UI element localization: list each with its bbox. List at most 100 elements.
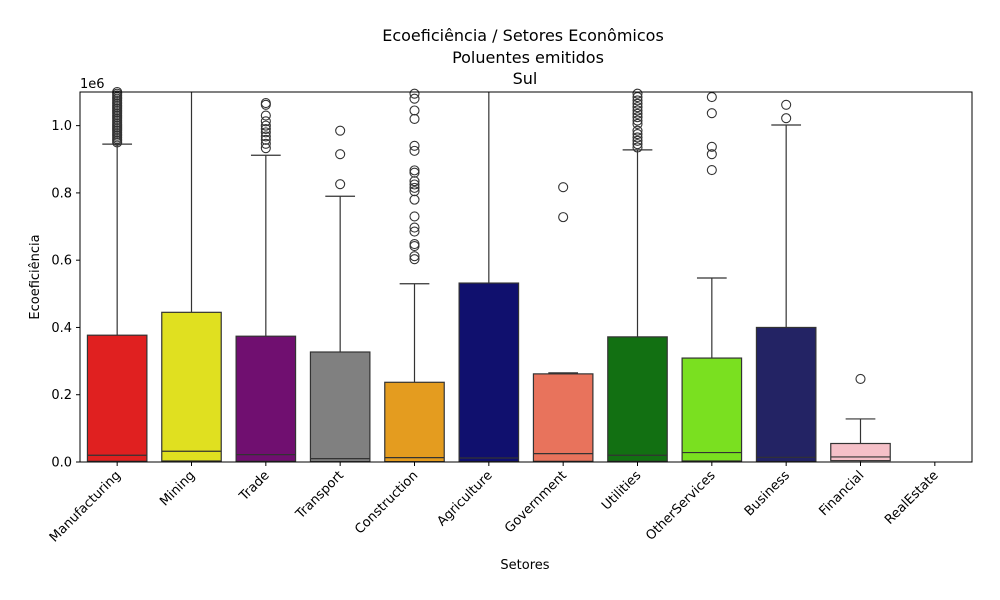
y-tick-label: 0.2 bbox=[51, 388, 72, 403]
outlier-point bbox=[409, 140, 420, 151]
title-line-1: Ecoeficiência / Setores Econômicos bbox=[382, 26, 664, 45]
y-tick-label: 0.6 bbox=[51, 254, 72, 269]
x-tick-label: Trade bbox=[236, 468, 272, 504]
outlier-point bbox=[558, 212, 569, 223]
iqr-box bbox=[830, 442, 891, 462]
outlier-point bbox=[632, 118, 643, 130]
outlier-point bbox=[781, 99, 792, 110]
box-financial bbox=[830, 373, 891, 462]
outlier-point bbox=[632, 135, 643, 146]
outlier-point bbox=[632, 139, 643, 150]
outlier-point bbox=[260, 127, 271, 138]
box-otherservices bbox=[681, 91, 743, 462]
box-mining bbox=[161, 92, 222, 462]
outlier-point bbox=[706, 164, 717, 176]
outlier-point bbox=[409, 167, 420, 178]
iqr-box bbox=[458, 282, 520, 463]
outlier-point bbox=[409, 226, 420, 237]
x-axis-label: Setores bbox=[500, 558, 549, 573]
outlier-point bbox=[335, 149, 346, 160]
box-transport bbox=[309, 125, 371, 463]
x-tick-label: Business bbox=[742, 468, 793, 519]
outlier-point bbox=[632, 125, 643, 136]
iqr-box bbox=[86, 334, 148, 462]
outlier-point bbox=[706, 141, 717, 152]
outlier-point bbox=[632, 105, 643, 116]
chart-title: Ecoeficiência / Setores Econômicos Polue… bbox=[382, 26, 664, 88]
outlier-point bbox=[409, 179, 420, 190]
outlier-point bbox=[409, 254, 420, 265]
title-line-3: Sul bbox=[513, 69, 538, 88]
outlier-point bbox=[409, 176, 420, 187]
outlier-point bbox=[409, 113, 420, 124]
outlier-point bbox=[335, 179, 346, 190]
x-tick-label: Agriculture bbox=[434, 468, 495, 529]
x-tick-label: OtherServices bbox=[643, 468, 719, 544]
iqr-box bbox=[755, 326, 817, 463]
outlier-point bbox=[706, 108, 717, 119]
outlier-point bbox=[260, 123, 271, 135]
x-tick-label: Mining bbox=[157, 468, 198, 509]
outlier-point bbox=[260, 143, 271, 154]
outlier-point bbox=[260, 138, 271, 149]
x-tick-label: Manufacturing bbox=[47, 468, 124, 545]
title-line-2: Poluentes emitidos bbox=[452, 48, 604, 67]
outlier-point bbox=[409, 241, 420, 252]
outlier-point bbox=[260, 131, 271, 142]
outlier-point bbox=[632, 132, 643, 143]
outlier-point bbox=[260, 120, 271, 131]
box-agriculture bbox=[458, 92, 520, 463]
outlier-point bbox=[632, 102, 643, 113]
outlier-point bbox=[632, 108, 643, 119]
y-tick-label: 0.8 bbox=[51, 186, 72, 201]
iqr-box bbox=[681, 357, 743, 462]
outlier-point bbox=[632, 95, 643, 106]
outlier-point bbox=[409, 165, 420, 176]
box-business bbox=[755, 99, 817, 463]
outlier-point bbox=[260, 116, 271, 127]
x-tick-label: Construction bbox=[352, 468, 421, 537]
outlier-point bbox=[409, 251, 420, 262]
outlier-point bbox=[335, 125, 346, 136]
iqr-box bbox=[161, 311, 222, 462]
y-tick-label: 1.0 bbox=[51, 119, 72, 134]
outlier-point bbox=[855, 373, 866, 384]
outlier-point bbox=[558, 182, 569, 193]
y-axis: 0.0 0.2 0.4 0.6 0.8 1.0 bbox=[51, 119, 80, 471]
outlier-point bbox=[632, 128, 643, 140]
outlier-point bbox=[409, 194, 420, 205]
outlier-point bbox=[409, 182, 420, 193]
outlier-point bbox=[781, 113, 792, 124]
outlier-point bbox=[632, 112, 643, 123]
outlier-point bbox=[632, 91, 643, 103]
iqr-box bbox=[532, 373, 594, 462]
plot-frame bbox=[79, 91, 973, 463]
outlier-point bbox=[409, 238, 420, 250]
outlier-point bbox=[260, 110, 271, 121]
x-tick-label: RealEstate bbox=[882, 468, 942, 528]
iqr-box bbox=[309, 351, 371, 463]
outlier-point bbox=[260, 134, 271, 145]
iqr-box bbox=[607, 336, 668, 462]
x-tick-label: Financial bbox=[816, 468, 867, 519]
outlier-point bbox=[632, 115, 643, 126]
outlier-point bbox=[632, 88, 643, 99]
y-axis-label: Ecoeficiência bbox=[28, 234, 43, 319]
box-utilities bbox=[607, 88, 668, 462]
outlier-point bbox=[632, 142, 643, 153]
iqr-box bbox=[384, 381, 445, 463]
boxes-layer bbox=[86, 86, 891, 463]
outlier-point bbox=[409, 88, 420, 99]
outlier-point bbox=[409, 145, 420, 156]
x-tick-label: Transport bbox=[293, 468, 347, 522]
x-axis: Manufacturing Mining Trade Transport Constru… bbox=[47, 462, 942, 545]
box-government bbox=[532, 182, 594, 462]
box-construction bbox=[384, 88, 445, 463]
outlier-point bbox=[632, 98, 643, 109]
outlier-point bbox=[260, 98, 271, 109]
outlier-point bbox=[409, 93, 420, 104]
x-tick-label: Utilities bbox=[599, 468, 644, 513]
box-trade bbox=[235, 98, 297, 462]
outlier-point bbox=[706, 149, 717, 160]
